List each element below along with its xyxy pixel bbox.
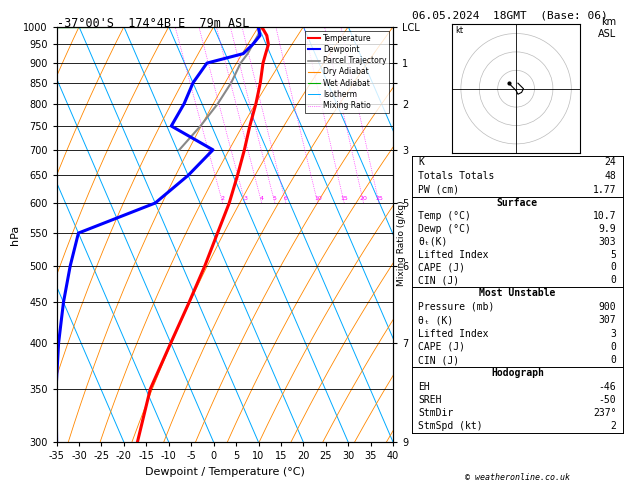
Text: 6: 6 — [284, 196, 288, 201]
Text: 10: 10 — [314, 196, 321, 201]
Text: 237°: 237° — [593, 408, 616, 418]
Text: kt: kt — [455, 27, 464, 35]
Text: SREH: SREH — [418, 395, 442, 405]
Text: Dewp (°C): Dewp (°C) — [418, 224, 471, 234]
Text: Lifted Index: Lifted Index — [418, 250, 489, 260]
Text: 10.7: 10.7 — [593, 211, 616, 221]
Text: 06.05.2024  18GMT  (Base: 06): 06.05.2024 18GMT (Base: 06) — [412, 11, 608, 21]
Text: θₜ (K): θₜ (K) — [418, 315, 454, 325]
Text: © weatheronline.co.uk: © weatheronline.co.uk — [465, 473, 569, 482]
Text: Surface: Surface — [497, 198, 538, 208]
Legend: Temperature, Dewpoint, Parcel Trajectory, Dry Adiabat, Wet Adiabat, Isotherm, Mi: Temperature, Dewpoint, Parcel Trajectory… — [305, 31, 389, 113]
Text: Lifted Index: Lifted Index — [418, 329, 489, 339]
Text: 25: 25 — [375, 196, 383, 201]
Text: 1.77: 1.77 — [593, 185, 616, 195]
Text: 3: 3 — [611, 329, 616, 339]
Text: CIN (J): CIN (J) — [418, 275, 459, 285]
Text: PW (cm): PW (cm) — [418, 185, 459, 195]
Text: Pressure (mb): Pressure (mb) — [418, 302, 494, 312]
Text: K: K — [418, 157, 424, 167]
Text: 3: 3 — [243, 196, 247, 201]
Text: km
ASL: km ASL — [598, 17, 616, 38]
Text: EH: EH — [418, 382, 430, 392]
Text: θₜ(K): θₜ(K) — [418, 237, 448, 247]
Text: Totals Totals: Totals Totals — [418, 171, 494, 181]
Text: CAPE (J): CAPE (J) — [418, 342, 465, 352]
Text: Most Unstable: Most Unstable — [479, 288, 555, 298]
Text: 24: 24 — [604, 157, 616, 167]
Y-axis label: hPa: hPa — [10, 225, 20, 244]
Text: CAPE (J): CAPE (J) — [418, 262, 465, 273]
Text: 5: 5 — [273, 196, 277, 201]
Text: 48: 48 — [604, 171, 616, 181]
Text: Hodograph: Hodograph — [491, 368, 544, 379]
Text: 0: 0 — [611, 275, 616, 285]
Text: -37°00'S  174°4B'E  79m ASL: -37°00'S 174°4B'E 79m ASL — [57, 17, 249, 30]
Text: StmSpd (kt): StmSpd (kt) — [418, 421, 483, 431]
Text: Mixing Ratio (g/kg): Mixing Ratio (g/kg) — [397, 200, 406, 286]
Text: 2: 2 — [611, 421, 616, 431]
Text: 15: 15 — [340, 196, 348, 201]
Text: 5: 5 — [611, 250, 616, 260]
Text: 0: 0 — [611, 355, 616, 365]
X-axis label: Dewpoint / Temperature (°C): Dewpoint / Temperature (°C) — [145, 467, 305, 477]
Text: -50: -50 — [599, 395, 616, 405]
Text: 2: 2 — [221, 196, 225, 201]
Text: 900: 900 — [599, 302, 616, 312]
Text: 303: 303 — [599, 237, 616, 247]
Text: -46: -46 — [599, 382, 616, 392]
Text: 4: 4 — [260, 196, 264, 201]
Text: StmDir: StmDir — [418, 408, 454, 418]
Text: 9.9: 9.9 — [599, 224, 616, 234]
Text: 20: 20 — [360, 196, 367, 201]
Text: 307: 307 — [599, 315, 616, 325]
Text: CIN (J): CIN (J) — [418, 355, 459, 365]
Text: 0: 0 — [611, 342, 616, 352]
Text: 0: 0 — [611, 262, 616, 273]
Text: Temp (°C): Temp (°C) — [418, 211, 471, 221]
